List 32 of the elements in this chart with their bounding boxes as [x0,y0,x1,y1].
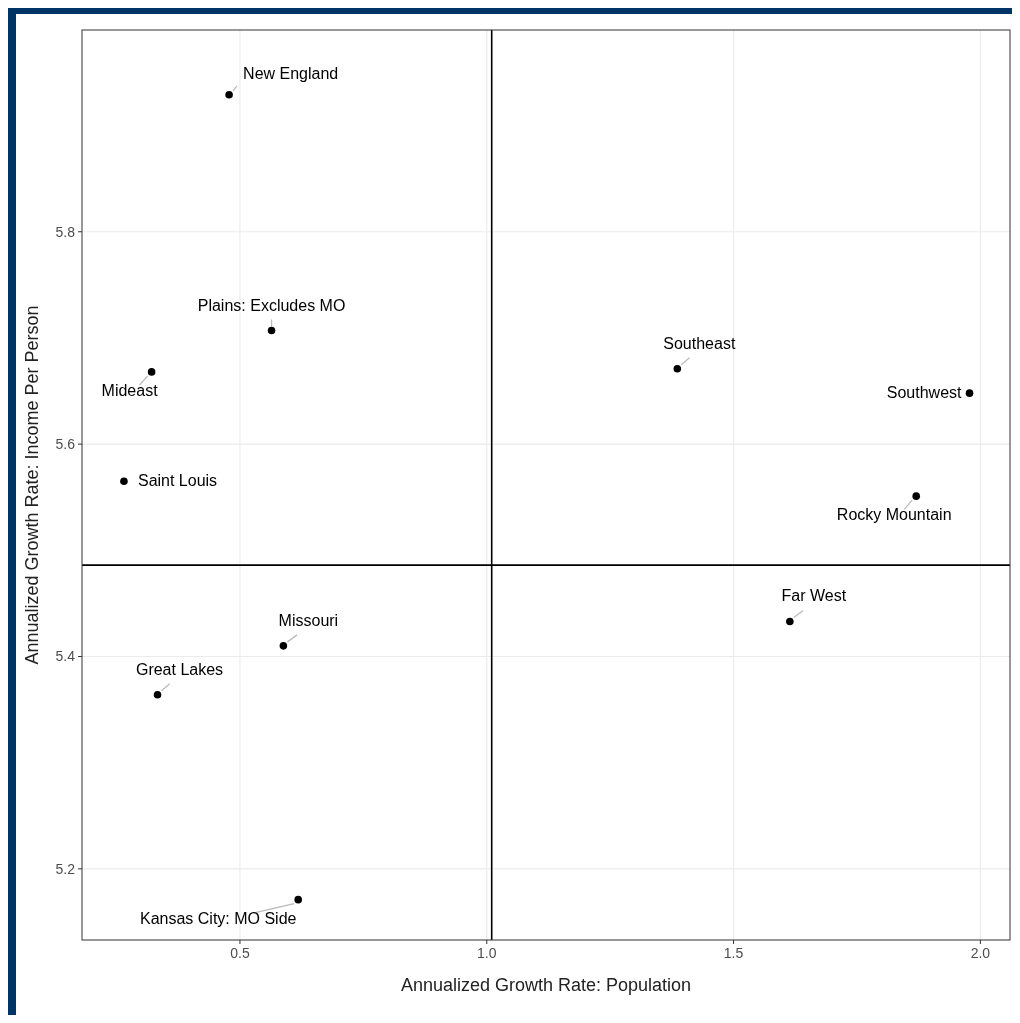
point [965,389,974,397]
annotation: Saint Louis [137,472,218,490]
x-tick-label: 0.5 [230,945,250,961]
annotation: Missouri [278,611,339,629]
annotation: Great Lakes [135,660,224,678]
y-axis-title: Annualized Growth Rate: Income Per Person [22,305,42,665]
annotation: Rocky Mountain [836,506,952,524]
point [147,368,156,376]
point [786,617,794,626]
annotation: Kansas City: MO Side [139,909,297,927]
point [120,477,128,486]
annotation: Southwest [886,384,963,402]
y-tick-label: 5.4 [55,648,76,665]
point [225,90,233,99]
point [267,326,276,335]
x-tick-label: 2.0 [970,945,991,961]
annotation: Mideast [101,381,159,399]
x-tick-label: 1.5 [723,945,744,961]
annotation: Plains: Excludes MO [197,296,346,314]
x-axis-title: Annualized Growth Rate: Population [400,975,692,995]
annotation: New England [243,64,339,82]
x-tick-label: 1.0 [477,945,497,961]
annotation: Southeast [663,334,736,352]
annotation: Far West [781,587,847,605]
point [912,492,921,500]
point [294,895,302,904]
y-tick-label: 5.8 [55,223,76,240]
y-tick-label: 5.6 [55,436,76,453]
point [153,690,162,699]
y-tick-label: 5.2 [55,860,76,877]
point [673,364,682,373]
point [279,642,288,650]
